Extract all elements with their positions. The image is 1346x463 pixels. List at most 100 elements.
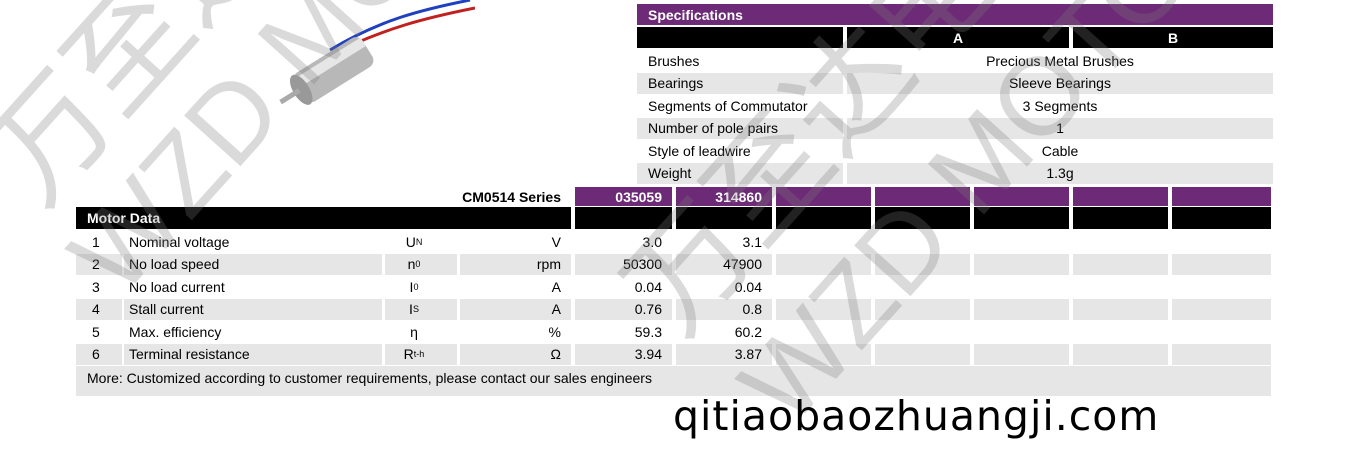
- symbol: η: [410, 323, 418, 340]
- param-value: 3.87: [676, 343, 772, 365]
- specs-col-a: A: [847, 27, 1069, 48]
- param-value: 60.2: [734, 323, 762, 340]
- spec-label: Segments of Commutator: [648, 97, 808, 114]
- param-value: [974, 253, 1069, 275]
- param-unit: Ω: [460, 343, 571, 365]
- model-subheader: [1172, 207, 1271, 229]
- param-value: [1073, 231, 1168, 252]
- spec-label: Weight: [637, 162, 843, 184]
- row-number: 4: [76, 298, 122, 320]
- param-value: [875, 321, 970, 342]
- param-value: 50300: [575, 253, 672, 275]
- spec-label: Number of pole pairs: [637, 117, 843, 139]
- model-subheader: [974, 207, 1069, 229]
- param-value: [776, 253, 871, 275]
- param-value: [875, 276, 970, 297]
- row-number: 2: [76, 253, 122, 275]
- row-number: 3: [92, 278, 100, 295]
- spec-label: Brushes: [648, 52, 700, 69]
- model-header: [1172, 187, 1271, 206]
- model-subheader: [676, 207, 772, 229]
- model-subheader: [1073, 207, 1168, 229]
- param-name: Terminal resistance: [124, 343, 382, 365]
- param-value: [974, 298, 1069, 320]
- param-name: Stall current: [124, 298, 382, 320]
- param-value: [776, 276, 871, 297]
- spec-label: Bearings: [637, 72, 843, 94]
- param-value: 59.3: [634, 323, 662, 340]
- motor-image: [279, 0, 475, 105]
- param-value: [974, 343, 1069, 365]
- param-value: 3.94: [575, 343, 672, 365]
- symbol: I: [409, 278, 414, 295]
- param-value: [1073, 253, 1168, 275]
- footer-note: More: Customized according to customer r…: [76, 366, 1271, 396]
- param-value: [974, 231, 1069, 252]
- symbol-sub: S: [412, 304, 419, 314]
- param-name: Nominal voltage: [129, 233, 230, 250]
- param-value: [1172, 321, 1271, 342]
- param-value: [776, 231, 871, 252]
- site-url: qitiaobaozhuangji.com: [673, 392, 1160, 440]
- param-unit: A: [551, 278, 561, 295]
- param-unit: A: [460, 298, 571, 320]
- model-subheader: [575, 207, 672, 229]
- model-subheader: [776, 207, 871, 229]
- param-value: 3.1: [742, 233, 762, 250]
- specs-col-b: B: [1073, 27, 1273, 48]
- param-value: [1172, 343, 1271, 365]
- row-number: 6: [76, 343, 122, 365]
- symbol: I: [409, 301, 413, 317]
- param-name: No load current: [129, 278, 225, 295]
- symbol: U: [405, 233, 416, 250]
- model-subheader: [875, 207, 970, 229]
- param-unit: %: [548, 323, 561, 340]
- model-header: [875, 187, 970, 206]
- model-header: [1073, 187, 1168, 206]
- spec-label: Style of leadwire: [648, 142, 751, 159]
- param-value: [1172, 276, 1271, 297]
- param-unit: V: [551, 233, 561, 250]
- symbol: n: [407, 256, 416, 272]
- param-value: [1172, 298, 1271, 320]
- spec-value: Cable: [1041, 142, 1079, 159]
- symbol-sub: 0: [415, 259, 421, 269]
- spec-value: 3 Segments: [1022, 97, 1098, 114]
- param-value: [1073, 343, 1168, 365]
- symbol-sub: t-h: [413, 349, 425, 359]
- series-label: CM0514 Series: [462, 189, 561, 205]
- symbol-sub: N: [415, 236, 423, 247]
- param-value: [776, 321, 871, 342]
- spec-value: Sleeve Bearings: [847, 72, 1273, 94]
- param-value: [1172, 253, 1271, 275]
- model-header: 314860: [676, 187, 772, 206]
- param-value: [1073, 321, 1168, 342]
- model-header: [974, 187, 1069, 206]
- symbol: R: [403, 346, 414, 362]
- row-number: 5: [92, 323, 100, 340]
- param-value: [1073, 276, 1168, 297]
- model-header: [776, 187, 871, 206]
- watermark-cn-left: 万至达: [0, 0, 300, 227]
- param-value: [875, 253, 970, 275]
- param-value: [974, 276, 1069, 297]
- motor-data-title: Motor Data: [76, 207, 571, 229]
- param-name: No load speed: [124, 253, 382, 275]
- spec-value: Precious Metal Brushes: [986, 52, 1134, 69]
- param-value: 0.04: [734, 278, 762, 295]
- param-value: [875, 298, 970, 320]
- param-value: 3.0: [642, 233, 662, 250]
- specs-header-blank: [637, 27, 843, 48]
- param-value: 47900: [676, 253, 772, 275]
- param-value: 0.8: [676, 298, 772, 320]
- param-value: 0.04: [634, 278, 662, 295]
- param-value: [1073, 298, 1168, 320]
- param-value: [974, 321, 1069, 342]
- param-unit: rpm: [460, 253, 571, 275]
- param-name: Max. efficiency: [129, 323, 222, 340]
